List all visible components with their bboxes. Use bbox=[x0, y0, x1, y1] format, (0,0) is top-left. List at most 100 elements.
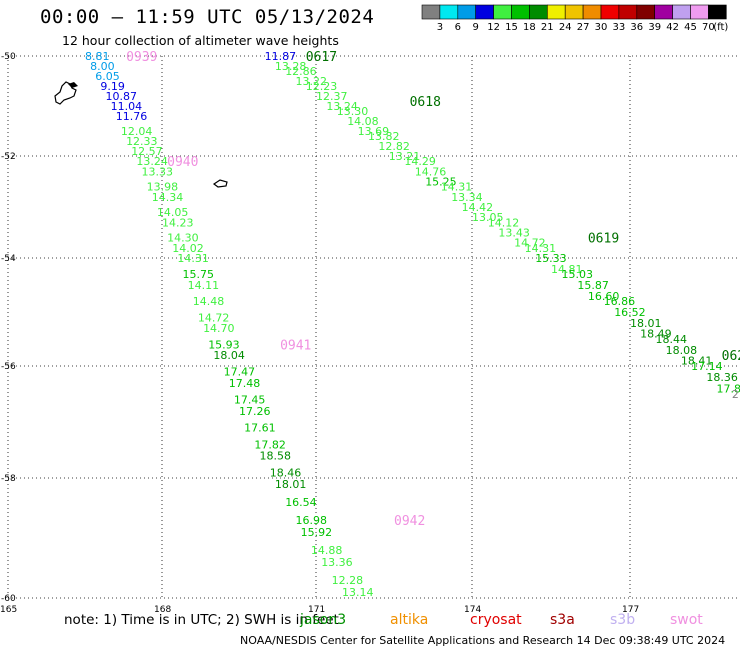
swh-value: 14.31 bbox=[177, 252, 209, 265]
lat-tick-label: -54 bbox=[1, 254, 16, 264]
swh-value: 13.24 bbox=[136, 155, 168, 168]
swh-value: 15.25 bbox=[425, 176, 457, 189]
colorbar-label: 24 bbox=[559, 22, 572, 33]
lat-tick-label: -58 bbox=[1, 474, 16, 484]
colorbar-swatch bbox=[672, 4, 691, 20]
swh-value: 14.12 bbox=[488, 216, 520, 229]
swh-value: 12.04 bbox=[121, 125, 153, 138]
colorbar-swatch bbox=[511, 4, 530, 20]
swh-value: 12.33 bbox=[126, 135, 158, 148]
swh-value: 16.86 bbox=[604, 295, 636, 308]
swh-value: 12.86 bbox=[285, 65, 317, 78]
swh-value: 16.52 bbox=[614, 306, 646, 319]
satellite-label: jason3 bbox=[300, 612, 347, 628]
colorbar-label: 30 bbox=[595, 22, 608, 33]
swh-value: 18.49 bbox=[640, 328, 672, 341]
swh-value: 13.43 bbox=[498, 227, 530, 240]
swh-value: 17.82 bbox=[717, 382, 740, 395]
swh-value: 13.28 bbox=[275, 60, 307, 73]
swh-value: 11.87 bbox=[265, 50, 297, 63]
lat-tick-label: -56 bbox=[1, 362, 16, 372]
colorbar-label: 18 bbox=[523, 22, 536, 33]
swh-value: 17.48 bbox=[229, 377, 261, 390]
colorbar-swatch bbox=[564, 4, 584, 20]
swh-value: 14.30 bbox=[167, 232, 199, 245]
swh-value: 14.29 bbox=[404, 155, 436, 168]
swh-value: 2 bbox=[732, 388, 739, 401]
swh-value: 14.23 bbox=[162, 216, 194, 229]
time-mark: 0942 bbox=[394, 514, 425, 529]
swh-value: 14.31 bbox=[525, 242, 557, 255]
credit-line: NOAA/NESDIS Center for Satellite Applica… bbox=[240, 634, 726, 647]
swh-value: 18.01 bbox=[275, 478, 307, 491]
satellite-label: s3b bbox=[610, 612, 636, 628]
swh-value: 17.47 bbox=[224, 366, 256, 379]
time-mark: 0940 bbox=[167, 155, 198, 170]
time-mark: 0941 bbox=[280, 338, 311, 353]
swh-value: 13.05 bbox=[472, 211, 504, 224]
swh-value: 14.05 bbox=[157, 206, 189, 219]
time-mark: 0618 bbox=[410, 95, 441, 110]
colorbar-label: 15 bbox=[505, 22, 518, 33]
swh-value: 13.82 bbox=[368, 130, 400, 143]
islet-icon bbox=[212, 179, 228, 188]
colorbar-label: 45 bbox=[684, 22, 697, 33]
swh-value: 18.01 bbox=[630, 317, 662, 330]
swh-value: 8.00 bbox=[90, 60, 115, 73]
swh-value: 14.02 bbox=[172, 242, 204, 255]
swh-value: 17.26 bbox=[239, 405, 271, 418]
swh-value: 17.82 bbox=[254, 438, 286, 451]
time-mark: 0939 bbox=[126, 50, 157, 65]
colorbar-label: 27 bbox=[577, 22, 590, 33]
swh-value: 14.11 bbox=[188, 279, 220, 292]
swh-value: 18.46 bbox=[270, 466, 302, 479]
swh-value: 13.36 bbox=[321, 556, 353, 569]
satellite-label: altika bbox=[390, 612, 429, 628]
colorbar-swatch bbox=[582, 4, 602, 20]
swh-value: 15.92 bbox=[301, 526, 333, 539]
colorbar-legend: 3 6 9 12 15 18 21 24 27 30 33 36 39 42 45 70(ft) bbox=[421, 4, 728, 33]
swh-value: 13.98 bbox=[147, 181, 179, 194]
lon-tick-label: 174 bbox=[464, 605, 481, 615]
colorbar-swatch bbox=[421, 4, 441, 20]
swh-value: 14.48 bbox=[193, 295, 225, 308]
colorbar-label: 39 bbox=[648, 22, 661, 33]
colorbar-swatch bbox=[618, 4, 638, 20]
lon-tick-label: 165 bbox=[0, 605, 17, 615]
swh-value: 12.57 bbox=[131, 145, 163, 158]
swh-value: 14.34 bbox=[152, 191, 184, 204]
swh-value: 15.75 bbox=[183, 268, 215, 281]
swh-value: 9.19 bbox=[100, 80, 125, 93]
island-icon bbox=[54, 81, 77, 105]
time-marks: 0939 0940 0941 0942 0617 0618 0619 062 bbox=[126, 50, 740, 529]
swh-value: 6.05 bbox=[95, 70, 120, 83]
swh-value: 18.44 bbox=[655, 333, 687, 346]
colorbar-swatch bbox=[493, 4, 512, 20]
land-masses bbox=[54, 81, 228, 188]
colorbar-swatch bbox=[600, 4, 620, 20]
colorbar-swatch bbox=[439, 4, 459, 20]
swh-value: 11.76 bbox=[116, 110, 148, 123]
swh-value: 14.81 bbox=[551, 263, 583, 276]
colorbar-swatch bbox=[636, 4, 655, 20]
island-small-icon bbox=[68, 82, 78, 88]
swh-value: 18.36 bbox=[706, 371, 738, 384]
satellite-label: swot bbox=[670, 612, 703, 628]
page-subtitle: 12 hour collection of altimeter wave hei… bbox=[62, 33, 339, 48]
time-mark: 0617 bbox=[306, 50, 337, 65]
swh-value: 18.58 bbox=[260, 450, 292, 463]
satellite-label: cryosat bbox=[470, 612, 522, 628]
swh-value: 14.31 bbox=[441, 181, 473, 194]
lon-tick-label: 177 bbox=[622, 605, 639, 615]
colorbar-label: 33 bbox=[613, 22, 626, 33]
lon-tick-label: 171 bbox=[308, 605, 325, 615]
swh-value: 12.23 bbox=[306, 80, 338, 93]
swh-value: 15.33 bbox=[535, 252, 567, 265]
swh-value: 11.04 bbox=[111, 100, 142, 113]
time-mark: 062 bbox=[722, 349, 740, 364]
satellite-label: s3a bbox=[550, 612, 575, 628]
page-title: 00:00 – 11:59 UTC 05/13/2024 bbox=[40, 6, 375, 28]
colorbar-label: 70 bbox=[702, 22, 715, 33]
colorbar-swatch bbox=[529, 4, 548, 20]
altimeter-tracks: 8.818.006.059.1910.8711.0411.7612.0412.3… bbox=[85, 50, 740, 599]
